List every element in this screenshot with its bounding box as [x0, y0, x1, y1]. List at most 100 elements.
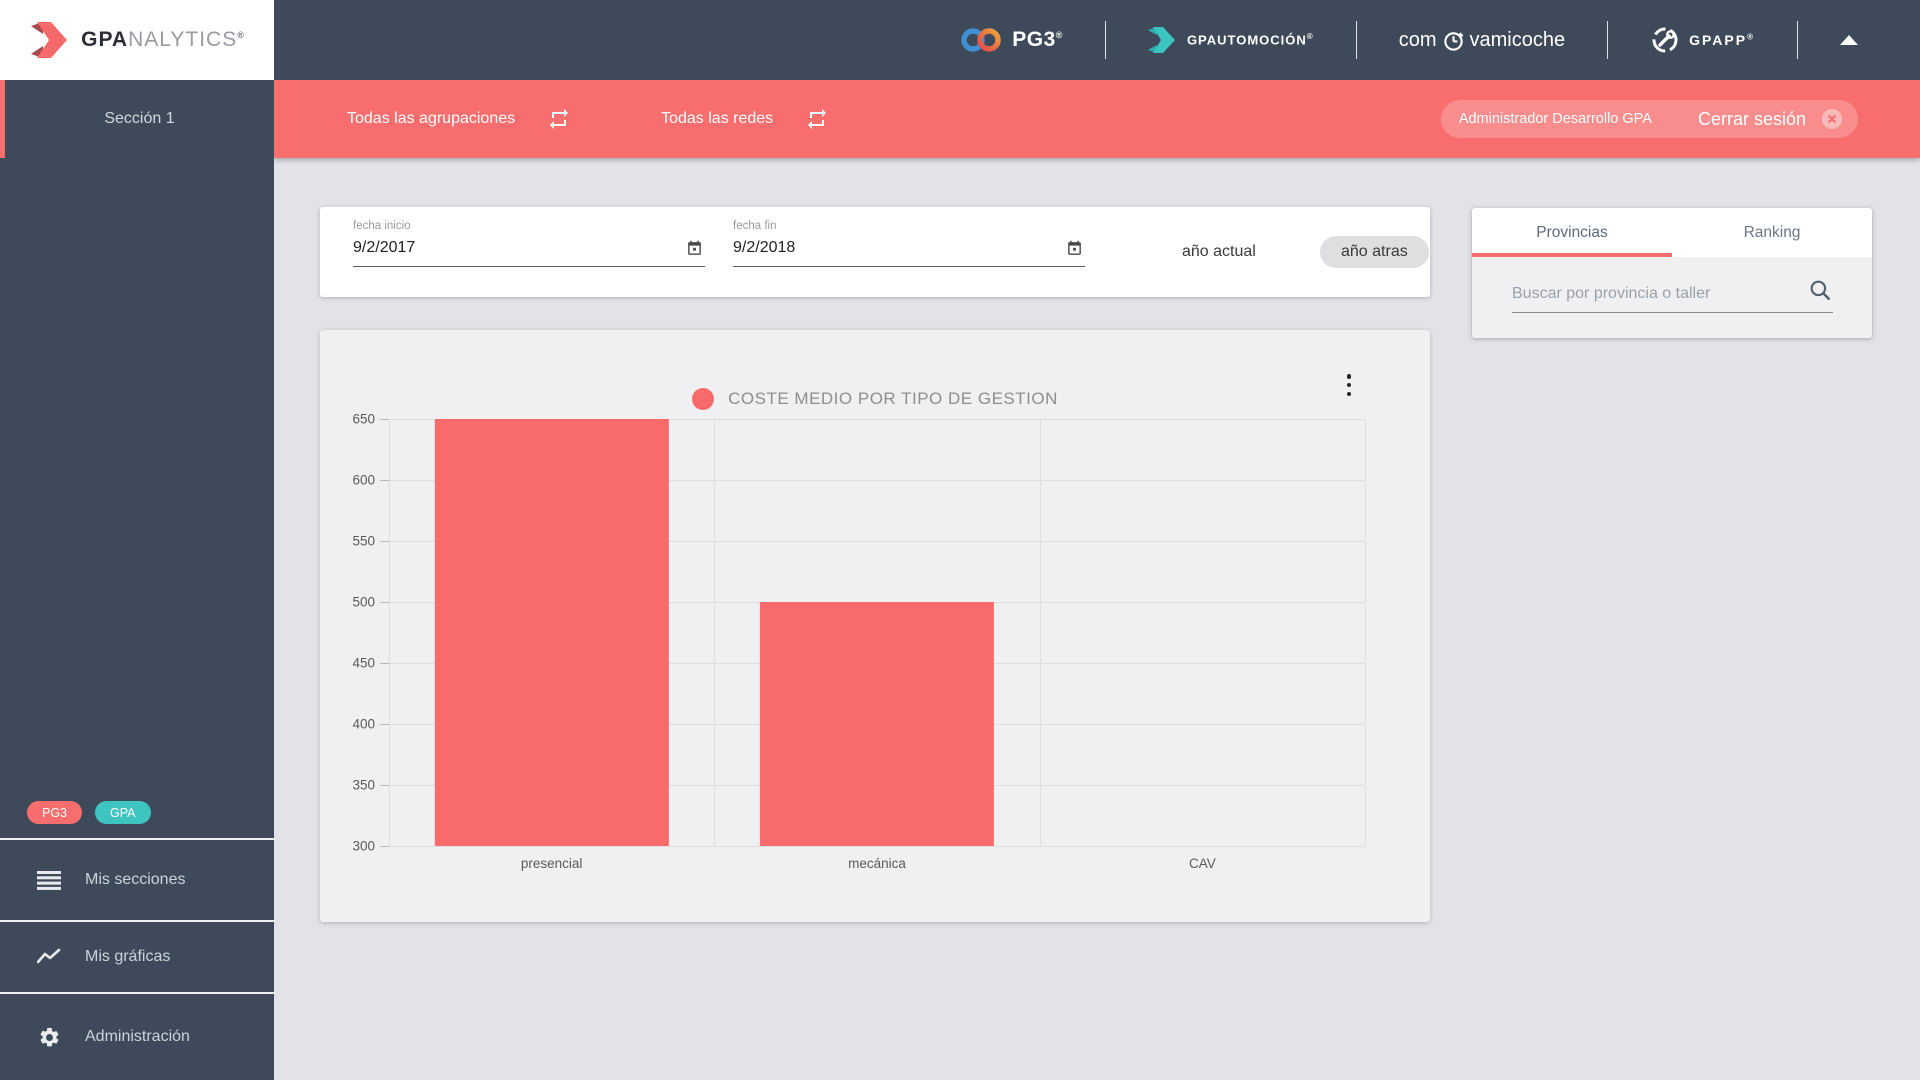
wrench-circle-icon [1650, 25, 1680, 55]
panel-body: Buscar por provincia o taller [1472, 257, 1872, 338]
fecha-inicio-label: fecha inicio [353, 220, 411, 232]
y-axis-tick [380, 846, 389, 847]
user-name: Administrador Desarrollo GPA [1458, 111, 1652, 127]
pg3-infinity-icon [959, 27, 1003, 53]
x-axis-category-label: mecánica [848, 856, 906, 871]
y-axis-tick-label: 350 [352, 777, 375, 793]
header-divider [1104, 21, 1106, 59]
y-axis-tick [380, 663, 389, 664]
chart-menu-kebab-icon[interactable] [1338, 372, 1360, 398]
gpanalytics-logo: GPANALYTICS® [0, 0, 274, 80]
sidebar-bottom: PG3 GPA Mis secciones [0, 801, 274, 1080]
tab-provincias[interactable]: Provincias [1536, 223, 1608, 241]
logout-button[interactable]: Cerrar sesión [1697, 108, 1806, 129]
sidebar-item-mis-graficas[interactable]: Mis gráficas [0, 920, 274, 992]
header-divider [1797, 21, 1798, 59]
fecha-fin-field[interactable]: fecha fin 9/2/2018 [733, 220, 1085, 267]
search-input[interactable]: Buscar por provincia o taller [1512, 277, 1833, 313]
y-axis-tick [380, 480, 389, 481]
gpapp-wordmark: GPAPP® [1689, 32, 1755, 48]
x-gridline [1365, 419, 1366, 846]
bar-mecánica [759, 602, 995, 846]
chart-legend[interactable]: COSTE MEDIO POR TIPO DE GESTION [320, 388, 1430, 410]
brand-wordmark: GPANALYTICS® [81, 28, 245, 51]
sidebar-item-label: Mis gráficas [85, 948, 171, 965]
fecha-fin-value[interactable]: 9/2/2018 [733, 239, 796, 256]
x-gridline [1039, 419, 1041, 846]
chart-title: COSTE MEDIO POR TIPO DE GESTION [728, 389, 1058, 408]
pg3-wordmark: PG3® [1012, 28, 1063, 51]
gpapp-logo: GPAPP® [1650, 25, 1755, 55]
gpanalytics-arrow-icon [29, 22, 71, 58]
y-axis-tick-label: 400 [352, 716, 375, 732]
gpautomocion-arrow-icon [1147, 27, 1178, 53]
y-axis-tick [380, 541, 389, 542]
list-icon [36, 870, 62, 890]
pg3-badge[interactable]: PG3 [27, 801, 83, 824]
provincias-panel: Provincias Ranking Buscar por provincia … [1472, 208, 1872, 338]
tab-ranking[interactable]: Ranking [1743, 223, 1801, 241]
y-axis-tick-label: 600 [352, 472, 375, 488]
line-chart-icon [36, 948, 62, 966]
y-axis-tick [380, 602, 389, 603]
y-axis-tick-label: 550 [352, 533, 375, 549]
fecha-inicio-value[interactable]: 9/2/2017 [353, 239, 416, 256]
calendar-icon[interactable] [1066, 240, 1083, 257]
gear-icon [36, 1026, 62, 1049]
sidebar-item-administracion[interactable]: Administración [0, 992, 274, 1080]
logout-close-icon[interactable] [1820, 107, 1844, 131]
y-gridline [389, 419, 1365, 420]
fecha-fin-label: fecha fin [733, 220, 777, 232]
plot-area: 650 600 550 500 450 400 350 300 presencial mecáni… [352, 412, 1366, 871]
header-divider [1355, 21, 1357, 59]
ano-atras-button[interactable]: año atras [1320, 236, 1429, 268]
top-header: GPANALYTICS® PG3® [0, 0, 1920, 80]
agrupaciones-select[interactable]: Todas las agrupaciones [347, 107, 571, 131]
badges-row: PG3 GPA [0, 801, 274, 838]
swap-icon[interactable] [805, 107, 829, 131]
y-axis-tick-label: 450 [352, 655, 375, 671]
section-label: Sección 1 [104, 110, 175, 127]
y-axis-tick-label: 300 [352, 838, 375, 854]
calendar-icon[interactable] [686, 240, 703, 257]
ano-actual-button[interactable]: año actual [1182, 243, 1256, 260]
y-axis-tick [380, 785, 389, 786]
comova-prefix: com [1398, 28, 1437, 51]
comova-suffix: vamicoche [1469, 28, 1566, 51]
header-logo-strip: PG3® GPAUTOMOCIÓN® com [274, 0, 1920, 80]
x-gridline [389, 419, 390, 846]
gpautomocion-logo: GPAUTOMOCIÓN® [1147, 27, 1314, 53]
filter-toolbar: Todas las agrupaciones Todas las redes A… [274, 80, 1920, 158]
y-gridline [389, 541, 1365, 542]
search-icon[interactable] [1807, 277, 1833, 303]
panel-tabs: Provincias Ranking [1472, 208, 1872, 257]
legend-dot [692, 388, 715, 410]
agrupaciones-label: Todas las agrupaciones [347, 110, 516, 127]
y-axis-tick-label: 500 [352, 594, 375, 610]
bar-presencial [434, 419, 669, 846]
clock-icon [1442, 29, 1465, 52]
collapse-header-arrow[interactable] [1840, 35, 1858, 45]
header-divider [1607, 21, 1609, 59]
chart-card: COSTE MEDIO POR TIPO DE GESTION 650 600 55… [320, 330, 1430, 922]
comovamicoche-logo: com vamicoche [1399, 29, 1565, 52]
fecha-inicio-field[interactable]: fecha inicio 9/2/2017 [353, 220, 705, 267]
gpa-badge[interactable]: GPA [95, 801, 151, 824]
sidebar-item-mis-secciones[interactable]: Mis secciones [0, 838, 274, 920]
y-axis-tick-label: 650 [352, 411, 375, 427]
redes-select[interactable]: Todas las redes [661, 107, 829, 131]
x-axis-category-label: CAV [1188, 856, 1216, 871]
sidebar-item-label: Mis secciones [85, 871, 186, 888]
user-chip: Administrador Desarrollo GPA Cerrar sesi… [1440, 100, 1858, 138]
y-axis-tick [380, 724, 389, 725]
sidebar-item-seccion-1[interactable]: Sección 1 [0, 80, 274, 158]
redes-label: Todas las redes [661, 110, 774, 127]
sidebar: Sección 1 PG3 GPA Mis secciones [0, 80, 274, 1080]
swap-icon[interactable] [547, 107, 571, 131]
y-axis-tick [380, 419, 389, 420]
date-filter-card: fecha inicio 9/2/2017 fecha fin 9/2/2018 [320, 207, 1430, 297]
pg3-logo: PG3® [959, 27, 1063, 53]
x-gridline [714, 419, 716, 846]
x-axis-category-label: presencial [520, 856, 583, 871]
